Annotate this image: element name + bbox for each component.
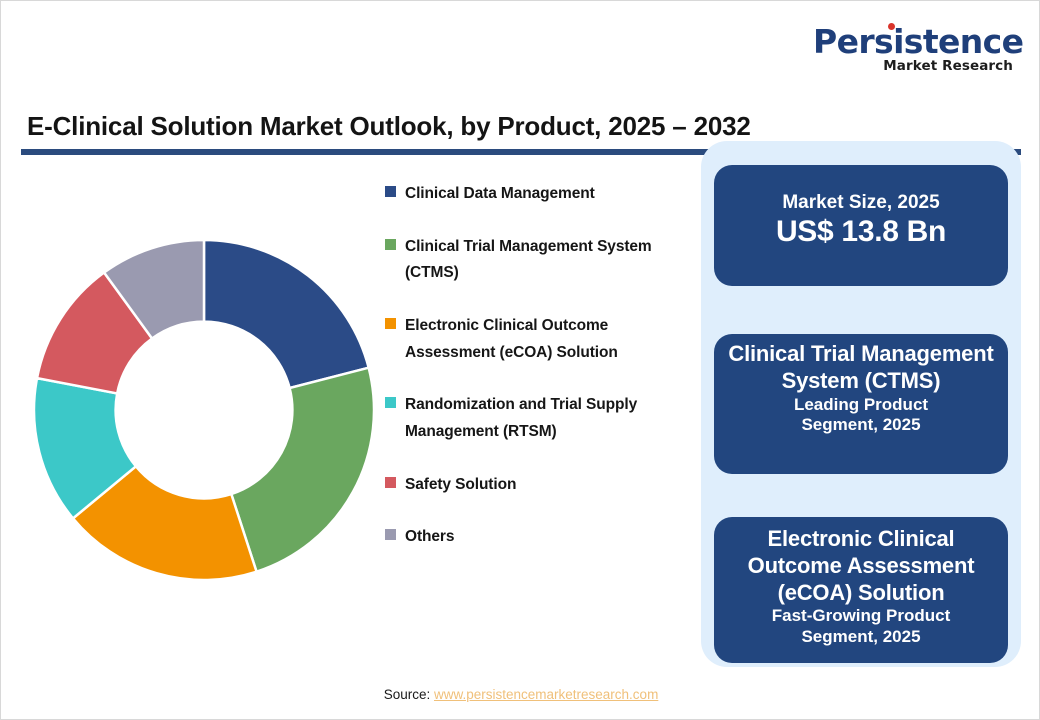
logo-red-dot-icon <box>888 23 895 30</box>
legend-item[interactable]: Clinical Data Management <box>385 181 695 208</box>
legend-swatch-icon <box>385 476 396 488</box>
footer-source-label: Source: <box>383 687 431 702</box>
footer-source-link[interactable]: www.persistencemarketresearch.com <box>433 687 659 702</box>
leading-segment-subline-1: Leading Product <box>793 394 929 414</box>
donut-slice[interactable] <box>229 366 376 574</box>
donut-slice[interactable] <box>102 238 206 341</box>
legend-item[interactable]: Randomization and Trial Supply Managemen… <box>385 392 695 445</box>
legend-item[interactable]: Safety Solution <box>385 472 695 499</box>
footer-source: Source: www.persistencemarketresearch.co… <box>1 687 1040 702</box>
legend-swatch-icon <box>385 186 396 197</box>
legend-swatch-icon <box>385 397 396 409</box>
legend-item-label: Safety Solution <box>405 475 517 493</box>
donut-chart-svg <box>32 238 376 582</box>
logo-wordmark-text: Persistence <box>813 22 1024 61</box>
chart-legend: Clinical Data Management Clinical Trial M… <box>385 181 695 577</box>
leading-segment-heading: Clinical Trial Management System (CTMS) <box>728 341 994 393</box>
title-divider <box>21 149 1021 155</box>
fast-growing-segment-subline-2: Segment, 2025 <box>801 626 921 646</box>
logo-wordmark: Persistence <box>813 22 1024 61</box>
market-size-label: Market Size, 2025 <box>782 192 940 213</box>
fast-growing-segment-heading: Electronic Clinical Outcome Assessment (… <box>747 526 975 605</box>
donut-chart <box>32 238 376 582</box>
market-size-value: US$ 13.8 Bn <box>775 214 947 248</box>
legend-swatch-icon <box>385 317 396 329</box>
fast-growing-segment-subline-1: Fast-Growing Product <box>771 606 951 626</box>
legend-item-label: Electronic Clinical Outcome Assessment (… <box>405 316 618 361</box>
legend-item-label: Clinical Data Management <box>405 185 595 202</box>
logo-subtitle: Market Research <box>883 58 1013 74</box>
donut-slice[interactable] <box>71 464 259 582</box>
legend-item-label: Clinical Trial Management System (CTMS) <box>405 237 652 282</box>
market-size-card: Market Size, 2025 US$ 13.8 Bn <box>714 165 1008 286</box>
legend-item[interactable]: Others <box>385 524 695 551</box>
company-logo: Persistence Market Research <box>813 23 1024 74</box>
legend-swatch-icon <box>385 238 396 250</box>
legend-swatch-icon <box>385 529 396 541</box>
leading-segment-card: Clinical Trial Management System (CTMS) … <box>714 334 1008 474</box>
legend-item[interactable]: Electronic Clinical Outcome Assessment (… <box>385 313 695 366</box>
page-title: E-Clinical Solution Market Outlook, by P… <box>27 111 751 141</box>
leading-segment-subline-2: Segment, 2025 <box>801 414 921 434</box>
fast-growing-segment-card: Electronic Clinical Outcome Assessment (… <box>714 517 1008 663</box>
legend-item[interactable]: Clinical Trial Management System (CTMS) <box>385 234 695 287</box>
donut-slice[interactable] <box>202 238 371 390</box>
legend-item-label: Others <box>405 528 455 546</box>
legend-item-label: Randomization and Trial Supply Managemen… <box>405 396 638 440</box>
